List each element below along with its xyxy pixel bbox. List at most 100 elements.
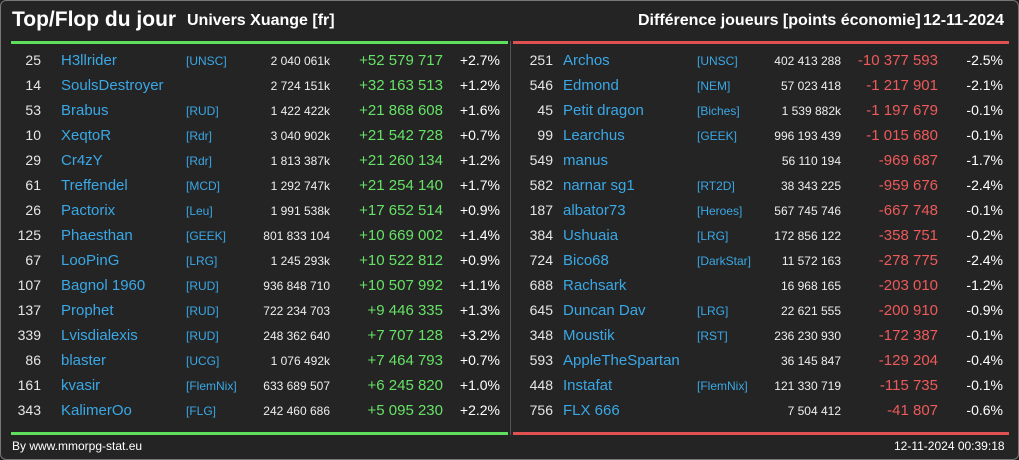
top-loser-row: 348 Moustik [RST] 236 230 930 -172 387 -0.1%: [511, 323, 1018, 348]
player-score: 801 833 104: [263, 229, 330, 243]
alliance-tag-link[interactable]: [GEEK]: [186, 229, 227, 243]
player-name-link[interactable]: Edmond: [563, 77, 619, 94]
player-name-link[interactable]: Treffendel: [61, 177, 128, 194]
alliance-tag-link[interactable]: [LRG]: [186, 254, 218, 268]
player-name-link[interactable]: kvasir: [61, 377, 101, 394]
alliance-tag-link[interactable]: [Biches]: [697, 104, 740, 118]
alliance-tag-link[interactable]: [RST]: [697, 329, 728, 343]
player-name-link[interactable]: Prophet: [61, 302, 114, 319]
player-score: 16 968 165: [780, 279, 841, 293]
alliance-tag-link[interactable]: [RUD]: [186, 329, 219, 343]
top-loser-row: 645 Duncan Dav [LRG] 22 621 555 -200 910 -0.9…: [511, 298, 1018, 323]
score-difference: -203 010: [878, 277, 938, 294]
player-name-link[interactable]: Moustik: [563, 327, 615, 344]
percent-change: +0.7%: [459, 352, 500, 368]
player-name-link[interactable]: manus: [563, 152, 609, 169]
alliance-tag-link[interactable]: [RUD]: [186, 304, 219, 318]
player-name-link[interactable]: blaster: [61, 352, 107, 369]
player-name-link[interactable]: KalimerOo: [61, 402, 132, 419]
alliance-tag-link[interactable]: [RUD]: [186, 104, 219, 118]
alliance-tag-link[interactable]: [GEEK]: [697, 129, 738, 143]
percent-change: -0.1%: [966, 127, 1003, 143]
player-rank: 348: [529, 327, 553, 343]
player-name-link[interactable]: Learchus: [563, 127, 625, 144]
player-rank: 99: [537, 127, 553, 143]
top-loser-row: 448 Instafat [FlemNix] 121 330 719 -115 735 -…: [511, 373, 1018, 398]
score-difference: -10 377 593: [857, 52, 938, 69]
score-difference: -358 751: [878, 227, 938, 244]
top-loser-row: 724 Bico68 [DarkStar] 11 572 163 -278 775 -2.…: [511, 248, 1018, 273]
player-name-link[interactable]: Cr4zY: [61, 152, 103, 169]
player-name-link[interactable]: Phaesthan: [61, 227, 133, 244]
alliance-tag-link[interactable]: [UNSC]: [186, 54, 227, 68]
alliance-tag-link[interactable]: [LRG]: [697, 304, 729, 318]
score-difference: +7 464 793: [367, 352, 444, 369]
top-loser-row: 593 AppleTheSpartan 36 145 847 -129 204 -0.4…: [511, 348, 1018, 373]
player-name-link[interactable]: SoulsDestroyer: [61, 77, 164, 94]
score-difference: -200 910: [878, 302, 938, 319]
player-name-link[interactable]: XeqtoR: [61, 127, 112, 144]
alliance-tag-link[interactable]: [Rdr]: [186, 129, 213, 143]
top-gainer-row: 161 kvasir [FlemNix] 633 689 507 +6 245 820 +…: [1, 373, 510, 398]
score-difference: +10 522 812: [359, 252, 443, 269]
alliance-tag-link[interactable]: [RT2D]: [697, 179, 735, 193]
player-rank: 10: [25, 127, 41, 143]
player-rank: 25: [25, 52, 41, 68]
alliance-tag-link[interactable]: [UCG]: [186, 354, 220, 368]
alliance-tag-link[interactable]: [DarkStar]: [697, 254, 752, 268]
player-name-link[interactable]: AppleTheSpartan: [563, 352, 680, 369]
alliance-tag-link[interactable]: [Leu]: [186, 204, 213, 218]
player-name-link[interactable]: Bico68: [563, 252, 609, 269]
player-name-link[interactable]: FLX 666: [563, 402, 620, 419]
player-score: 248 362 640: [263, 329, 330, 343]
alliance-tag-link[interactable]: [MCD]: [186, 179, 220, 193]
player-name-link[interactable]: Rachsark: [563, 277, 627, 294]
player-name-link[interactable]: narnar sg1: [563, 177, 635, 194]
player-name-link[interactable]: Petit dragon: [563, 102, 644, 119]
alliance-tag-link[interactable]: [Heroes]: [697, 204, 743, 218]
player-score: 996 193 439: [774, 129, 841, 143]
player-name-link[interactable]: H3llrider: [61, 52, 117, 69]
player-rank: 53: [25, 102, 41, 118]
alliance-tag-link[interactable]: [UNSC]: [697, 54, 738, 68]
player-score: 36 145 847: [780, 354, 841, 368]
alliance-tag-link[interactable]: [NEM]: [697, 79, 731, 93]
player-name-link[interactable]: Pactorix: [61, 202, 116, 219]
percent-change: +1.4%: [459, 227, 500, 243]
player-rank: 645: [529, 302, 553, 318]
percent-change: -1.2%: [966, 277, 1003, 293]
player-name-link[interactable]: Duncan Dav: [563, 302, 646, 319]
score-difference: -1 015 680: [866, 127, 938, 144]
score-difference: +52 579 717: [359, 52, 443, 69]
top-loser-row: 187 albator73 [Heroes] 567 745 746 -667 748 -…: [511, 198, 1018, 223]
player-name-link[interactable]: Ushuaia: [563, 227, 619, 244]
player-rank: 384: [529, 227, 553, 243]
alliance-tag-link[interactable]: [LRG]: [697, 229, 729, 243]
player-name-link[interactable]: Bagnol 1960: [61, 277, 146, 294]
player-name-link[interactable]: Lvisdialexis: [61, 327, 138, 344]
player-rank: 107: [17, 277, 41, 293]
top-gainer-row: 53 Brabus [RUD] 1 422 422k +21 868 608 +1.6%: [1, 98, 510, 123]
alliance-tag-link[interactable]: [FLG]: [186, 404, 217, 418]
player-score: 172 856 122: [774, 229, 841, 243]
percent-change: -2.4%: [966, 177, 1003, 193]
percent-change: -2.4%: [966, 252, 1003, 268]
alliance-tag-link[interactable]: [Rdr]: [186, 154, 213, 168]
top-loser-row: 251 Archos [UNSC] 402 413 288 -10 377 593 -2.…: [511, 48, 1018, 73]
alliance-tag-link[interactable]: [RUD]: [186, 279, 219, 293]
percent-change: -0.6%: [966, 402, 1003, 418]
score-difference: -667 748: [878, 202, 938, 219]
player-score: 936 848 710: [263, 279, 330, 293]
alliance-tag-link[interactable]: [FlemNix]: [697, 379, 748, 393]
player-name-link[interactable]: Archos: [563, 52, 610, 69]
percent-change: +1.1%: [459, 277, 500, 293]
alliance-tag-link[interactable]: [FlemNix]: [186, 379, 237, 393]
player-name-link[interactable]: albator73: [563, 202, 626, 219]
percent-change: -0.1%: [966, 202, 1003, 218]
player-name-link[interactable]: LooPinG: [61, 252, 120, 269]
panel-divider: [510, 41, 511, 435]
player-score: 1 813 387k: [270, 154, 330, 168]
player-name-link[interactable]: Instafat: [563, 377, 613, 394]
player-name-link[interactable]: Brabus: [61, 102, 109, 119]
score-difference: +9 446 335: [367, 302, 444, 319]
